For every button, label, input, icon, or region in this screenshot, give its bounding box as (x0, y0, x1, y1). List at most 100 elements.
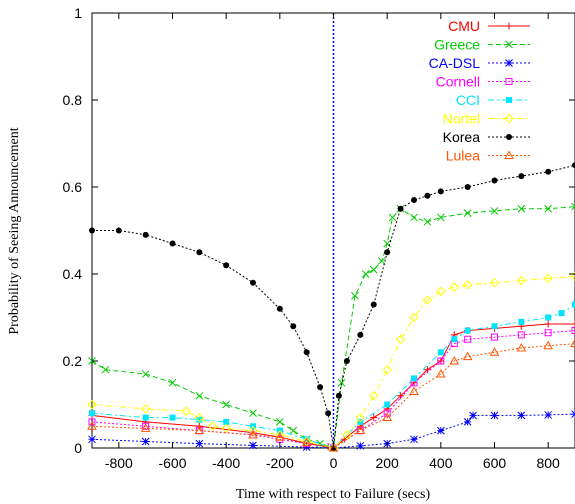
data-point-cornell-13 (491, 333, 498, 341)
data-point-lulea-0 (87, 421, 97, 430)
data-point-nortel-0 (87, 399, 97, 410)
data-point-cornell-15 (544, 329, 552, 337)
data-point-korea-7 (276, 305, 283, 312)
data-point-lulea-2 (194, 425, 205, 435)
data-point-nortel-19 (462, 280, 473, 290)
data-point-cornell-12 (464, 335, 472, 343)
data-point-lulea-10 (435, 369, 446, 378)
data-point-greece-27 (571, 202, 575, 211)
x-tick-label: 800 (536, 455, 560, 471)
data-point-greece-18 (388, 213, 397, 222)
data-point-greece-15 (369, 265, 378, 274)
data-point-lulea-15 (543, 340, 554, 350)
legend-item-cci: CCI (456, 92, 530, 108)
data-point-greece-6 (249, 409, 257, 418)
data-point-greece-20 (410, 213, 418, 222)
data-point-greece-14 (361, 270, 370, 278)
data-point-greece-25 (517, 204, 526, 213)
data-point-korea-21 (437, 188, 444, 195)
legend-item-cornell: Cornell (436, 74, 530, 90)
legend-marker-cornell (505, 78, 513, 85)
y-axis-title: Probability of Seeing Announcement (7, 127, 22, 334)
data-point-ca-dsl-1 (141, 437, 150, 446)
data-point-cci-19 (572, 301, 575, 308)
data-point-korea-8 (290, 323, 297, 330)
legend-label-korea: Korea (443, 129, 481, 145)
data-point-nortel-16 (422, 295, 433, 305)
data-point-nortel-20 (489, 277, 500, 288)
data-point-nortel-12 (369, 391, 379, 401)
data-point-nortel-18 (449, 282, 459, 292)
data-point-lulea-13 (489, 347, 500, 356)
legend-item-lulea: Lulea (446, 148, 530, 164)
data-point-korea-10 (317, 384, 324, 391)
legend-label-cornell: Cornell (436, 74, 480, 90)
data-point-ca-dsl-9 (436, 426, 445, 435)
data-point-cci-4 (223, 418, 230, 425)
data-point-nortel-11 (355, 412, 366, 423)
data-point-nortel-22 (543, 273, 553, 284)
data-point-greece-3 (168, 378, 177, 387)
data-point-nortel-5 (221, 423, 231, 434)
legend-item-ca-dsl: CA-DSL (429, 55, 530, 71)
y-tick-label: 0 (74, 440, 82, 456)
data-point-lulea-8 (382, 412, 393, 422)
data-point-cornell-0 (88, 418, 96, 426)
data-point-lulea-12 (462, 351, 473, 361)
data-point-ca-dsl-8 (410, 435, 418, 444)
legend-marker-greece (505, 40, 513, 49)
y-tick-label: 0.6 (63, 179, 83, 195)
data-point-greece-13 (351, 291, 359, 300)
data-point-cci-1 (142, 414, 149, 421)
data-point-korea-4 (196, 249, 203, 256)
data-point-nortel-4 (208, 421, 218, 431)
x-tick-label: 600 (483, 455, 507, 471)
data-point-lulea-11 (449, 355, 460, 365)
data-point-ca-dsl-15 (571, 410, 575, 418)
data-point-nortel-15 (409, 312, 419, 323)
data-point-ca-dsl-11 (469, 411, 477, 420)
data-point-ca-dsl-13 (517, 411, 526, 420)
data-point-cmu-12 (397, 392, 405, 400)
series-line-greece (91, 206, 575, 449)
legend-label-cci: CCI (456, 92, 480, 108)
data-point-korea-18 (397, 205, 404, 212)
series-line-ca-dsl (91, 413, 575, 449)
series-layer (87, 162, 575, 453)
data-point-cci-18 (558, 310, 565, 317)
legend-marker-korea (506, 134, 512, 140)
data-point-greece-1 (101, 365, 110, 374)
data-point-cmu-20 (544, 320, 552, 328)
data-point-ca-dsl-12 (490, 411, 499, 420)
data-point-nortel-2 (181, 406, 191, 416)
y-tick-label: 0.2 (63, 353, 83, 369)
data-point-korea-22 (464, 184, 471, 190)
legend-marker-cci (506, 97, 512, 103)
data-point-greece-26 (544, 204, 553, 213)
data-point-cornell-8 (383, 409, 391, 417)
data-point-greece-24 (490, 207, 499, 215)
data-point-korea-2 (142, 231, 149, 238)
data-point-korea-15 (357, 331, 364, 338)
data-point-cornell-14 (517, 331, 525, 339)
data-point-korea-19 (411, 197, 417, 204)
data-point-greece-4 (195, 391, 204, 400)
data-point-nortel-1 (140, 404, 151, 414)
legend-marker-cmu (505, 22, 513, 30)
data-point-cmu-15 (437, 357, 445, 365)
data-point-korea-3 (169, 240, 176, 247)
legend-item-greece: Greece (434, 37, 530, 53)
x-tick-label: -600 (158, 455, 186, 471)
data-point-korea-23 (491, 177, 498, 184)
series-greece (88, 202, 575, 452)
legend-label-greece: Greece (434, 37, 480, 53)
data-point-ca-dsl-14 (544, 411, 553, 419)
data-point-korea-9 (303, 349, 310, 356)
series-line-cmu (91, 323, 575, 449)
data-point-ca-dsl-6 (356, 441, 365, 450)
legend-marker-ca-dsl (505, 59, 513, 67)
data-point-korea-13 (335, 392, 342, 399)
legend-label-lulea: Lulea (446, 148, 480, 164)
data-point-nortel-17 (436, 286, 446, 297)
data-point-cornell-16 (571, 327, 575, 335)
